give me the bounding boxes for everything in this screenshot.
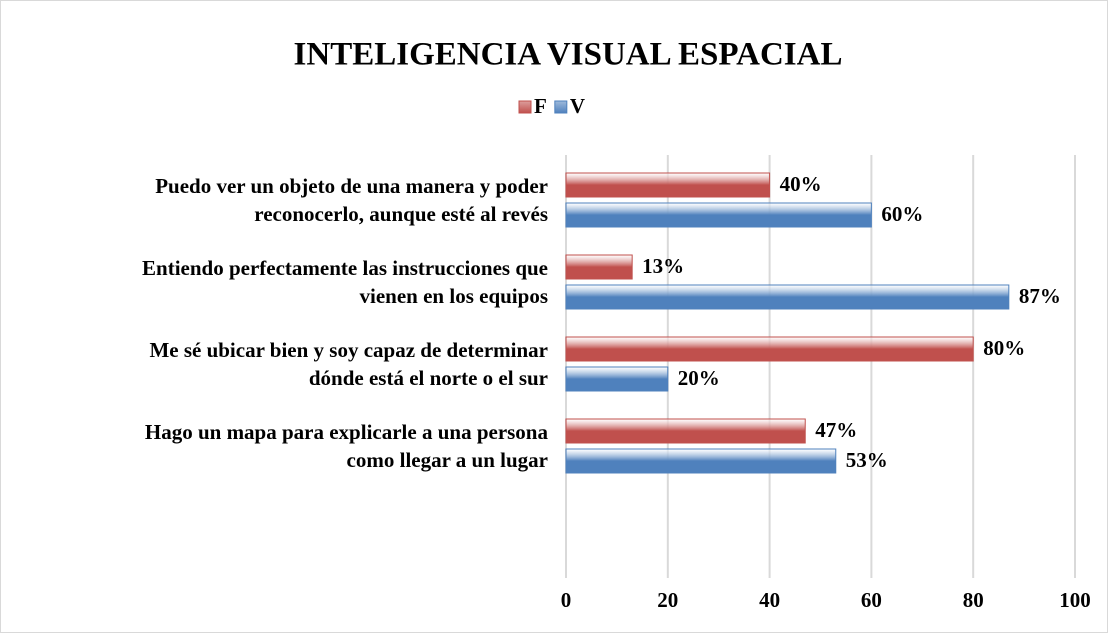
data-label: 47%	[815, 418, 857, 442]
data-label: 13%	[642, 254, 684, 278]
data-label: 80%	[983, 336, 1025, 360]
legend-swatch	[518, 100, 532, 114]
bar	[565, 172, 771, 198]
bar	[565, 336, 974, 362]
y-tick-label: Hago un mapa para explicarle a una perso…	[144, 420, 548, 472]
bar	[565, 448, 837, 474]
y-tick-label: Entiendo perfectamente las instrucciones…	[142, 256, 548, 308]
bar	[565, 284, 1010, 310]
data-label: 60%	[881, 202, 923, 226]
x-tick-label: 60	[861, 588, 882, 612]
bar	[565, 366, 669, 392]
data-label: 20%	[678, 366, 720, 390]
chart-title: INTELIGENCIA VISUAL ESPACIAL	[294, 37, 843, 73]
y-tick-label: Puedo ver un objeto de una manera y pode…	[155, 174, 548, 226]
bar	[565, 418, 806, 444]
legend-label: F	[534, 94, 547, 118]
bar	[565, 254, 633, 280]
bar	[565, 202, 872, 228]
x-tick-label: 40	[759, 588, 780, 612]
data-label: 87%	[1019, 284, 1061, 308]
x-tick-label: 20	[657, 588, 678, 612]
legend-label: V	[570, 94, 585, 118]
data-label: 40%	[780, 172, 822, 196]
data-label: 53%	[846, 448, 888, 472]
x-tick-label: 80	[963, 588, 984, 612]
x-tick-label: 100	[1059, 588, 1091, 612]
x-tick-label: 0	[561, 588, 572, 612]
legend-swatch	[554, 100, 568, 114]
y-tick-label: Me sé ubicar bien y soy capaz de determi…	[149, 338, 548, 390]
